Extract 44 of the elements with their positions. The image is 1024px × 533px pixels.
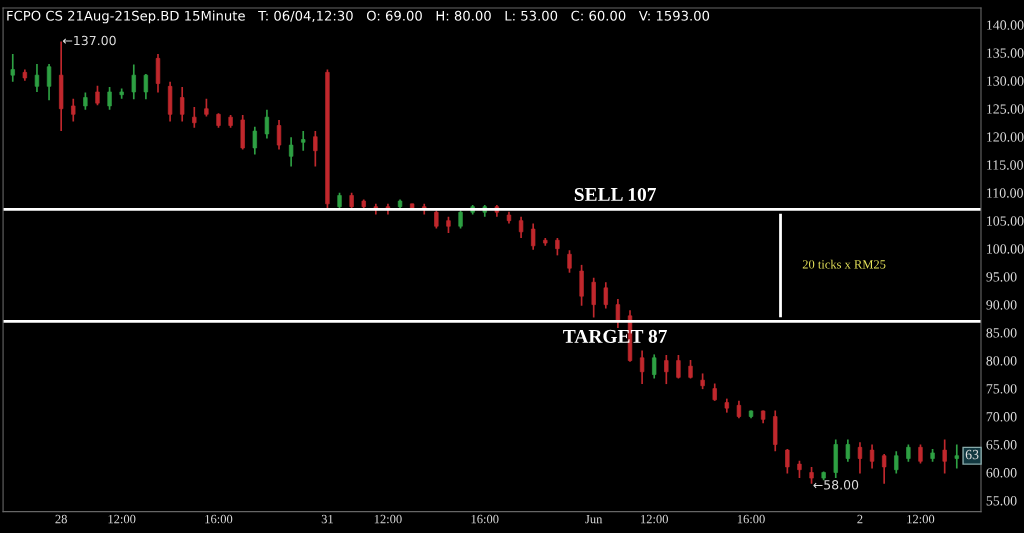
y-tick-label: 90.00 xyxy=(986,300,1017,310)
y-tick-label: 95.00 xyxy=(986,272,1017,282)
candlestick xyxy=(579,264,584,307)
candlestick xyxy=(107,86,112,111)
ref-line-label: SELL 107 xyxy=(574,187,656,202)
x-tick-label: Jun xyxy=(585,514,603,524)
chart-title: FCPO CS 21Aug-21Sep.BD 15Minute T: 06/04,12:30 O: 69.00 H: 80.00 L: 53.00 C: 60.00 V: 1593.00 xyxy=(7,10,710,24)
annotation: 20 ticks x RM25 xyxy=(802,259,886,269)
y-tick-label: 75.00 xyxy=(986,384,1017,394)
y-tick-label: 115.00 xyxy=(987,160,1023,170)
x-tick-label: 12:00 xyxy=(374,514,402,524)
x-tick-label: 12:00 xyxy=(907,514,935,524)
y-tick-label: 100.00 xyxy=(987,244,1024,254)
x-tick-label: 2 xyxy=(857,514,863,524)
x-tick-label: 12:00 xyxy=(108,514,136,524)
y-tick-label: 65.00 xyxy=(986,440,1017,450)
y-tick-label: 130.00 xyxy=(987,76,1024,86)
candlestick xyxy=(325,68,330,210)
annotation: ←58.00 xyxy=(813,480,859,490)
y-tick-label: 110.00 xyxy=(987,188,1023,198)
y-tick-label: 135.00 xyxy=(987,48,1024,58)
text: 63 xyxy=(965,449,979,460)
candlestick xyxy=(676,354,681,380)
annotation: ←137.00 xyxy=(62,35,116,46)
y-tick-label: 55.00 xyxy=(986,496,1017,506)
x-tick-label: 16:00 xyxy=(205,514,233,524)
x-tick-label: 31 xyxy=(321,514,333,524)
y-tick-label: 125.00 xyxy=(987,104,1024,114)
candlestick xyxy=(567,249,572,274)
candlestick xyxy=(95,84,100,107)
candlestick xyxy=(918,443,923,465)
y-tick-label: 120.00 xyxy=(987,132,1024,142)
y-tick-label: 140.00 xyxy=(987,20,1024,30)
x-tick-label: 16:00 xyxy=(471,514,499,524)
y-tick-label: 85.00 xyxy=(986,328,1017,338)
y-tick-label: 60.00 xyxy=(986,468,1017,478)
x-tick-label: 12:00 xyxy=(641,514,668,524)
y-tick-label: 70.00 xyxy=(986,412,1017,422)
x-tick-label: 16:00 xyxy=(737,514,765,524)
y-tick-label: 105.00 xyxy=(987,216,1024,226)
candlestick xyxy=(688,359,693,380)
x-tick-label: 28 xyxy=(55,514,67,524)
candlestick xyxy=(785,448,790,475)
y-tick-label: 80.00 xyxy=(986,356,1017,366)
